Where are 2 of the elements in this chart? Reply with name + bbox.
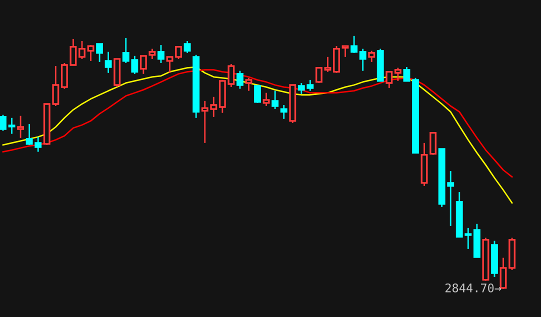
annotation: 2844.70→ [446,283,502,292]
candlestick [104,51,112,74]
